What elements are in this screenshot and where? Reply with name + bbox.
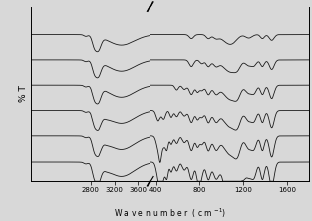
Y-axis label: % T: % T (19, 86, 28, 102)
Text: W a v e n u m b e r  ( c m $^{-1}$): W a v e n u m b e r ( c m $^{-1}$) (114, 206, 226, 220)
